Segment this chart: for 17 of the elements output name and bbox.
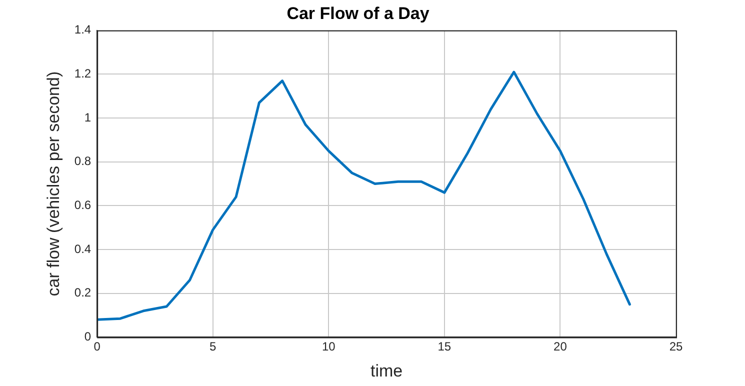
- y-tick-label: 1: [84, 110, 92, 124]
- y-tick-label: 0.2: [74, 286, 92, 300]
- y-tick-label: 1.4: [74, 22, 92, 37]
- y-tick-label: 1.2: [74, 66, 92, 81]
- y-tick-label: 0.8: [74, 154, 92, 168]
- x-tick-label: 0: [94, 340, 101, 354]
- y-axis-title: car flow (vehicles per second): [44, 71, 63, 296]
- x-axis-title: time: [370, 361, 403, 380]
- y-tick-label: 0.4: [74, 242, 92, 256]
- x-tick-label: 20: [554, 340, 568, 354]
- x-tick-label: 5: [210, 340, 217, 354]
- x-tick-label: 15: [438, 340, 452, 354]
- y-tick-label: 0.6: [74, 198, 92, 212]
- y-tick-label: 0: [84, 330, 92, 344]
- chart-title: Car Flow of a Day: [286, 4, 430, 23]
- x-tick-label: 25: [669, 340, 683, 354]
- x-tick-label: 10: [322, 340, 336, 354]
